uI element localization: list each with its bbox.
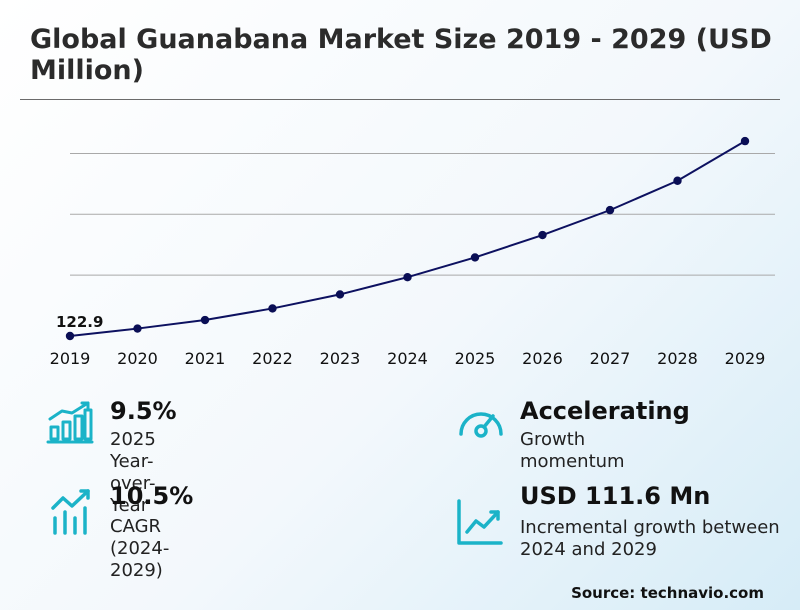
x-tick-label: 2026 [522,349,563,368]
page-title: Global Guanabana Market Size 2019 - 2029… [30,24,772,86]
kpi-momentum-value: Accelerating [520,397,690,425]
kpi-cagr-value: 10.5% [110,482,194,510]
x-axis-ticks: 2019 2020 2021 2022 2023 2024 2025 2026 2027 2028… [50,349,766,368]
x-tick-label: 2027 [590,349,631,368]
data-label: 122.9 [56,313,103,331]
kpi-yoy-value: 9.5% [110,397,177,425]
trend-line-bars-icon [51,489,90,535]
data-point-2029 [740,136,750,146]
x-tick-label: 2024 [387,349,428,368]
data-point-2025 [470,253,480,262]
title-divider [20,99,780,100]
line-chart: 122.9 2019 2020 2021 2022 2023 2024 2025 2026 20… [50,136,775,368]
x-tick-label: 2029 [725,349,766,368]
data-point-2021 [200,315,210,325]
data-points [65,136,750,341]
area-trend-icon [457,499,503,545]
data-point-2022 [268,304,277,313]
data-point-2023 [335,290,345,299]
kpi-incremental-label: Incremental growth between 2024 and 2029 [520,517,780,560]
data-point-2020 [133,324,142,333]
data-point-2028 [673,176,682,185]
bar-chart-growth-icon [46,401,94,444]
x-tick-label: 2019 [50,349,91,368]
series-line-path [69,140,746,337]
x-tick-label: 2028 [657,349,698,368]
x-tick-label: 2023 [320,349,361,368]
x-tick-label: 2025 [455,349,496,368]
kpi-cagr-label: CAGR (2024-2029) [110,516,170,581]
kpi-incremental-value: USD 111.6 Mn [520,482,711,510]
x-tick-label: 2020 [117,349,158,368]
source-credit: Source: technavio.com [571,584,764,602]
series-line [69,140,746,337]
data-point-2024 [403,273,412,282]
data-labels: 122.9 [56,313,103,331]
x-tick-label: 2021 [185,349,226,368]
data-point-2019 [65,331,75,341]
x-tick-label: 2022 [252,349,293,368]
kpi-momentum-label: Growth momentum [520,429,625,472]
data-point-2027 [605,205,615,215]
kpi-yoy-label: 2025 Year-over-Year [110,429,156,516]
data-point-2026 [538,230,547,240]
speedometer-icon [459,412,503,438]
grid-lines [70,152,775,276]
